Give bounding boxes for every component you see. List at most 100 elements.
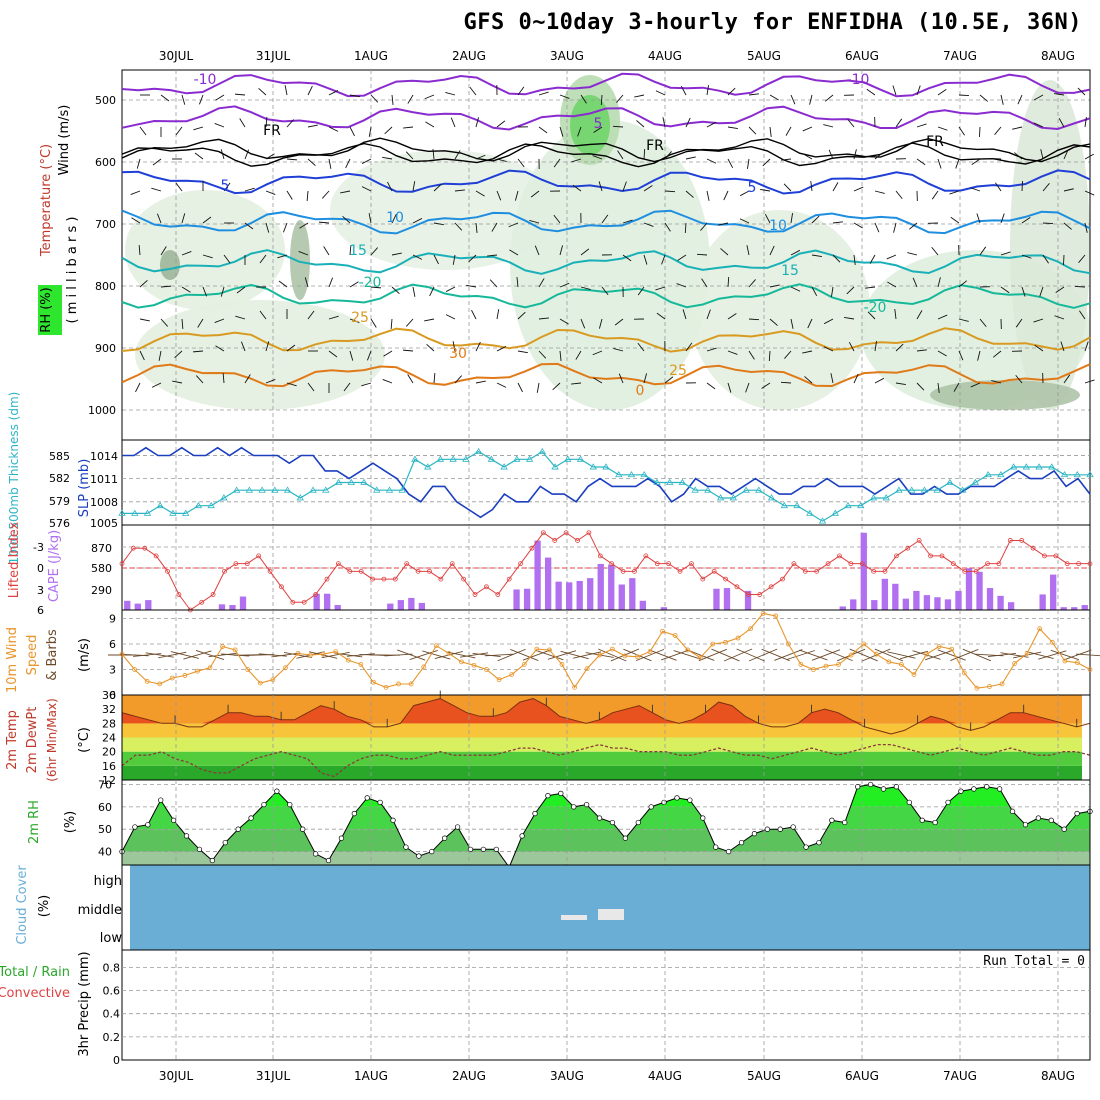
wind-barb [402, 349, 414, 352]
wind-barb [424, 318, 435, 322]
wind-barb [244, 222, 254, 230]
wind-barb [807, 318, 813, 329]
li-marker [358, 568, 364, 574]
wind-barb [830, 373, 834, 384]
date-label-bottom: 31JUL [256, 1069, 291, 1083]
wind-barb [366, 350, 372, 361]
wind-barb [265, 341, 270, 352]
wind-barb [847, 118, 855, 128]
wind-barb [172, 380, 183, 384]
wind-barb [706, 347, 717, 352]
wind-barb [382, 378, 393, 384]
thickness-marker [589, 463, 597, 470]
li-marker [324, 576, 330, 582]
wind-barb [1084, 341, 1089, 352]
wind-barb [949, 190, 960, 195]
cape-li-panel: -3 0 3 6 870 580 290 Lifted Index CAPE (J/kg) [7, 521, 1093, 617]
li-marker [301, 599, 307, 605]
thickness-marker [665, 478, 674, 485]
wind-barb [824, 94, 834, 102]
thickness-ytick: 585 [49, 450, 70, 463]
wind-barb [516, 277, 519, 288]
rh-marker [1074, 810, 1080, 817]
li-marker [438, 576, 444, 582]
wind-barb [534, 245, 540, 256]
wind10-marker [987, 684, 992, 689]
wind-barb [236, 286, 246, 294]
rh-marker [300, 826, 306, 832]
wind10-barb [497, 648, 526, 662]
wind-barb [727, 276, 730, 288]
cape-bar [566, 582, 573, 610]
wind10-marker [1024, 650, 1030, 656]
wind10-barb [472, 653, 501, 657]
wind-barb [240, 341, 246, 352]
wind-barb [265, 378, 276, 384]
slp-line [122, 446, 1091, 519]
thickness-marker [971, 478, 980, 485]
wind10-marker [232, 647, 238, 653]
wind-barb [307, 310, 315, 320]
rh-marker [919, 817, 925, 823]
cape-bar [523, 588, 531, 610]
wind-barb [622, 254, 632, 262]
wind-barb [194, 152, 204, 160]
wind-barb [790, 286, 801, 292]
wind-barb [958, 126, 965, 136]
thickness-marker [347, 478, 355, 485]
rh-marker [1061, 826, 1067, 832]
wind-barb [445, 286, 456, 292]
isotherm-line-9 [121, 362, 1091, 388]
label-2m-rh: 2m RH [27, 800, 42, 844]
wind-barb [391, 213, 397, 224]
li-marker [609, 561, 615, 567]
wind10-marker [748, 626, 753, 632]
rh-marker [403, 844, 409, 850]
cape-bar [976, 571, 983, 610]
wind10-barb [1063, 649, 1092, 661]
thickness-marker [729, 494, 738, 501]
wind10-marker [534, 646, 540, 652]
isotherm-line-4 [121, 169, 1091, 195]
cloud-level-high: high [94, 874, 122, 889]
rh-marker [209, 857, 215, 864]
wind-barb [1063, 374, 1071, 384]
li-marker [768, 584, 774, 590]
wind-barb [874, 152, 884, 160]
li-marker [472, 592, 478, 597]
wind-barb [286, 344, 296, 352]
thickness-marker [640, 470, 648, 478]
wind-barb [1021, 254, 1032, 259]
li-marker [199, 599, 205, 605]
rh-marker [377, 799, 383, 806]
wind-barb [643, 148, 646, 160]
wind10-marker [195, 668, 200, 674]
thickness-marker [818, 517, 827, 524]
date-label-bottom: 7AUG [943, 1069, 977, 1083]
temp-band [122, 723, 1082, 738]
wind-barb [239, 118, 246, 128]
rh-shade-10 [160, 250, 180, 280]
wind-barb [571, 382, 582, 385]
wind-barb [823, 124, 834, 128]
wind-barb [220, 286, 225, 297]
thickness-line [122, 450, 1090, 522]
wind10-barb [761, 648, 790, 662]
wind-barb [886, 254, 897, 260]
wind10m-panel: 9 6 3 0 10m Wind Speed & Barbs (m/s) [5, 609, 1100, 702]
wind-barb [1058, 118, 1065, 128]
li-marker [153, 553, 159, 559]
wind-barb [682, 309, 687, 320]
cape-bar [239, 596, 247, 610]
wind-barb [368, 213, 372, 224]
wind-barb [720, 248, 729, 256]
rh-marker [1022, 822, 1029, 828]
wind-barb [811, 215, 820, 224]
wind10-barb [384, 653, 413, 657]
cape-bar [660, 607, 668, 610]
label-wind: Wind (m/s) [57, 105, 72, 176]
wind-barb [600, 94, 603, 106]
wind-barb [790, 213, 794, 224]
wind-barb [823, 318, 834, 325]
li-marker [335, 561, 341, 567]
